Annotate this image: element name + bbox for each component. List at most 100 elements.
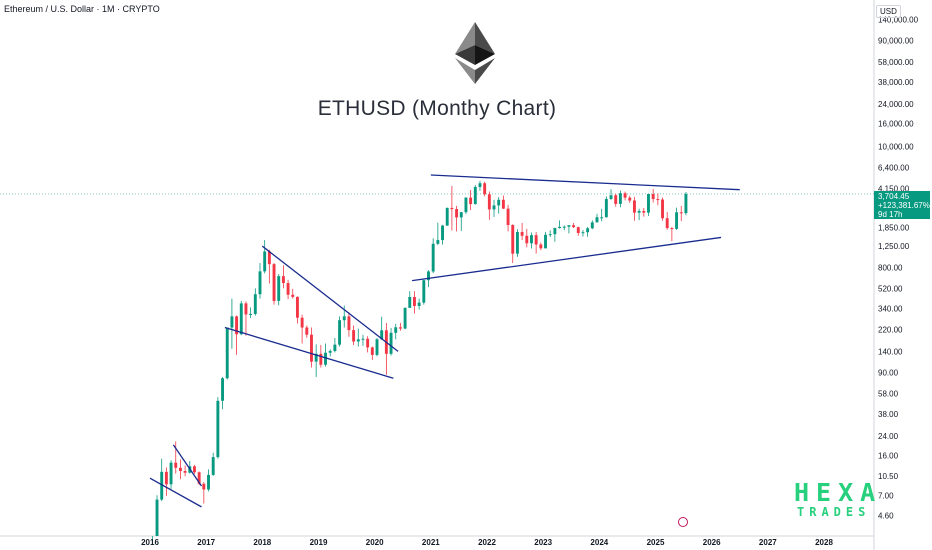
candle-body (413, 297, 416, 306)
candle-body (417, 302, 421, 306)
candle-body (207, 474, 210, 490)
candle-body (530, 235, 533, 244)
y-tick-label: 24.00 (878, 432, 899, 441)
ethereum-diamond-icon (455, 22, 495, 84)
candle-body (469, 197, 473, 205)
x-tick-label: 2020 (366, 538, 384, 547)
trendline-2018-lower (224, 326, 394, 379)
candle-body (352, 330, 356, 342)
candle-body (314, 353, 318, 362)
candle-body (319, 353, 323, 365)
current-price-tag: 3,704.45 +123,381.67% 9d 17h (874, 191, 930, 219)
trendline-2016-upper (172, 444, 203, 487)
candle-body (324, 352, 327, 365)
y-tick-label: 90,000.00 (878, 37, 914, 46)
candle-body (427, 271, 430, 281)
candle-body (436, 240, 440, 244)
candle-body (581, 232, 585, 234)
candle-body (193, 466, 196, 473)
candle-body (478, 183, 482, 187)
candle-body (370, 347, 374, 355)
candle-body (178, 467, 182, 472)
candle-body (380, 330, 384, 340)
y-tick-label: 140,000.00 (878, 15, 919, 24)
candle-body (473, 186, 477, 205)
candle-body (389, 332, 393, 354)
y-tick-label: 16,000.00 (878, 120, 914, 129)
candle-body (310, 334, 313, 362)
candle-body (450, 207, 454, 210)
candle-body (501, 199, 505, 209)
candle-body (244, 303, 248, 315)
candle-body (534, 235, 538, 245)
candle-body (609, 195, 613, 199)
price-change: +123,381.67% (878, 201, 930, 210)
candle-body (665, 218, 669, 229)
candle-body (441, 225, 444, 241)
candle-body (164, 471, 168, 485)
y-tick-label: 1,250.00 (878, 242, 910, 251)
candle-body (590, 222, 594, 229)
y-tick-label: 10.50 (878, 472, 899, 481)
candle-body (169, 462, 173, 485)
y-tick-label: 220.00 (878, 326, 903, 335)
candle-body (366, 338, 370, 348)
y-tick-label: 90.00 (878, 369, 899, 378)
x-tick-label: 2028 (815, 538, 833, 547)
candle-body (679, 212, 683, 214)
candle-body (487, 194, 491, 210)
candle-body (464, 197, 468, 213)
candle-body (347, 316, 351, 331)
chart-title: ETHUSD (Monthy Chart) (317, 97, 557, 120)
candle-body (511, 225, 515, 254)
candle-body (684, 193, 688, 214)
trendline-2021-upper (430, 174, 740, 191)
pin-marker-icon[interactable] (678, 517, 688, 527)
candle-body (422, 280, 426, 303)
candle-body (614, 195, 618, 204)
y-tick-label: 4,150.00 (878, 185, 910, 194)
candle-body (483, 183, 487, 195)
candle-body (295, 296, 299, 318)
candle-body (239, 303, 243, 335)
y-tick-label: 38.00 (878, 410, 899, 419)
candle-body (197, 472, 201, 484)
candle-body (647, 194, 650, 213)
candle-body (567, 225, 571, 227)
candle-body (656, 199, 660, 201)
x-tick-label: 2016 (141, 538, 159, 547)
candle-body (211, 457, 215, 475)
y-tick-label: 16.00 (878, 452, 899, 461)
candle-body (375, 339, 379, 355)
brand-trades: TRADES (797, 505, 871, 519)
candle-body (394, 327, 398, 333)
candle-body (651, 194, 655, 200)
candle-body (230, 316, 234, 328)
candle-body (431, 243, 435, 272)
candle-body (174, 462, 178, 468)
x-tick-label: 2027 (759, 538, 777, 547)
candle-body (202, 483, 206, 490)
candle-body (539, 244, 543, 249)
currency-selector[interactable]: USD (876, 5, 901, 18)
candle-body (459, 212, 463, 218)
candle-body (675, 212, 679, 229)
candle-body (249, 313, 253, 315)
candle-body (618, 193, 622, 204)
candle-body (398, 327, 402, 329)
candle-body (661, 199, 664, 219)
current-price: 3,704.45 (878, 192, 910, 201)
trendline-2021-lower (412, 236, 722, 282)
candle-body (155, 499, 159, 536)
candle-body (548, 234, 552, 236)
candle-body (632, 200, 636, 213)
candle-body (277, 276, 281, 301)
y-tick-label: 38,000.00 (878, 78, 914, 87)
trendline-2018-upper (261, 245, 399, 352)
candle-body (586, 228, 590, 233)
candle-body (221, 378, 224, 401)
candle-body (497, 199, 501, 206)
symbol-header: Ethereum / U.S. Dollar · 1M · CRYPTO (4, 4, 160, 14)
y-tick-label: 1,850.00 (878, 223, 910, 232)
y-tick-label: 58.00 (878, 390, 899, 399)
